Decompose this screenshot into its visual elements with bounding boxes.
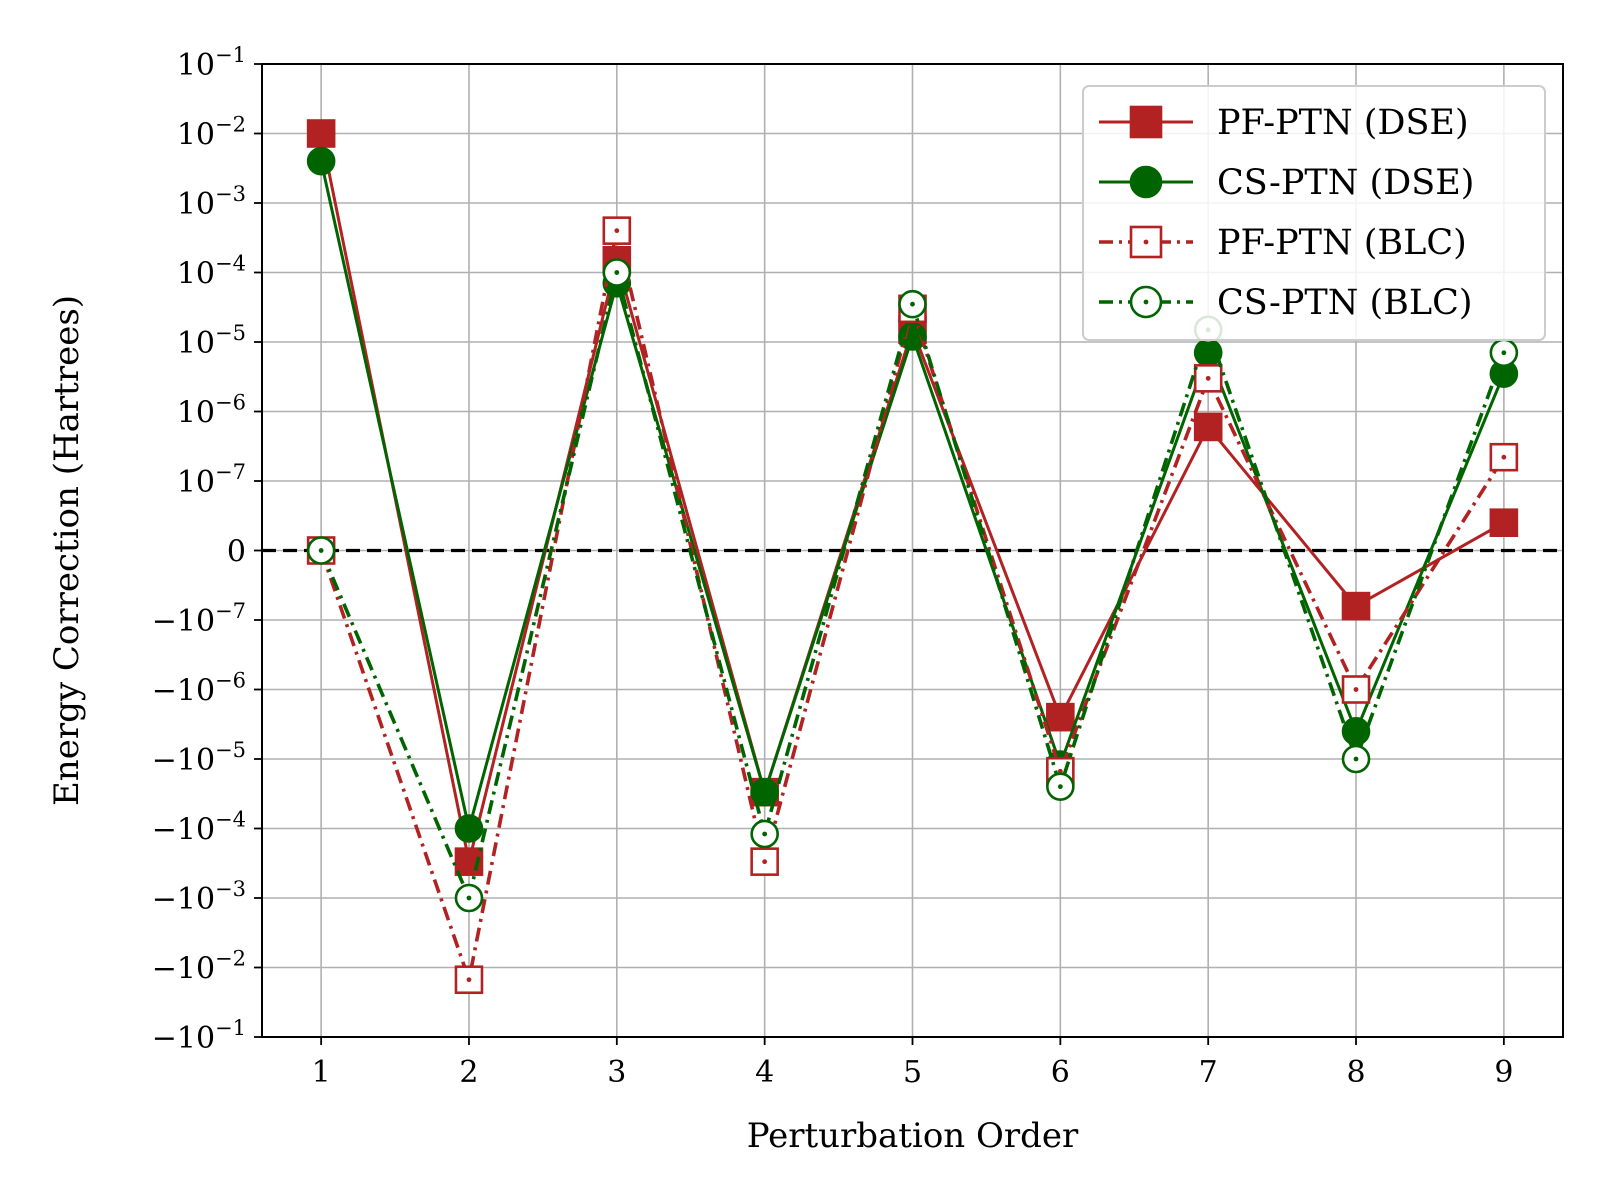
y-tick-label: −10−1: [152, 1016, 246, 1056]
legend-label: CS-PTN (BLC): [1217, 283, 1473, 323]
x-tick-label: 9: [1494, 1055, 1513, 1090]
y-tick-label: 10−1: [177, 43, 246, 83]
y-axis-label: Energy Correction (Hartrees): [47, 295, 87, 806]
y-axis-ticks: 10−1 10−2 10−3 10−4 10−5 10−6 10−7 0 −10−7 −10−6 −…: [152, 43, 262, 1056]
x-tick-label: 6: [1051, 1055, 1070, 1090]
legend-label: PF-PTN (BLC): [1217, 223, 1467, 263]
data-point-center-dot: [1143, 239, 1149, 245]
x-tick-label: 8: [1346, 1055, 1365, 1090]
data-point-marker: [454, 814, 484, 843]
legend-item: CS-PTN (BLC): [1099, 283, 1473, 323]
y-tick-label: −10−7: [152, 599, 246, 639]
data-point-center-dot: [1143, 299, 1149, 305]
data-point-center-dot: [1353, 687, 1359, 692]
data-point-center-dot: [1353, 756, 1359, 762]
data-point-marker: [1046, 702, 1075, 732]
data-point-marker: [306, 146, 336, 176]
y-tick-label: −10−3: [152, 877, 246, 917]
x-axis-label: Perturbation Order: [747, 1116, 1079, 1156]
y-tick-label: −10−5: [152, 738, 246, 778]
data-point-center-dot: [614, 270, 620, 275]
y-tick-label: 10−6: [177, 391, 246, 431]
data-point-marker: [1193, 364, 1223, 393]
y-tick-label: −10−2: [152, 947, 246, 987]
data-point-marker: [1341, 591, 1371, 621]
legend: PF-PTN (DSE) CS-PTN (DSE) PF-PTN (BLC) CS-P…: [1082, 85, 1546, 341]
y-tick-label: 10−7: [177, 460, 246, 500]
legend-box: [1082, 85, 1546, 341]
data-point-center-dot: [318, 548, 324, 553]
y-tick-label: 10−2: [177, 113, 246, 153]
x-tick-label: 2: [459, 1055, 478, 1090]
legend-label: PF-PTN (DSE): [1217, 103, 1469, 143]
x-tick-label: 4: [755, 1055, 774, 1090]
x-tick-label: 1: [312, 1055, 331, 1090]
data-point-center-dot: [762, 859, 768, 865]
legend-item: PF-PTN (DSE): [1099, 103, 1469, 143]
y-tick-label: 10−4: [177, 252, 246, 292]
data-point-center-dot: [466, 895, 472, 901]
data-point-marker: [306, 119, 336, 148]
data-point-center-dot: [1057, 784, 1063, 790]
data-point-center-dot: [762, 831, 768, 837]
y-tick-label: −10−6: [152, 669, 246, 709]
x-axis-ticks: 1 2 3 4 5 6 7 8 9: [312, 1037, 1513, 1090]
data-point-marker: [1489, 508, 1519, 538]
data-point-marker: [1193, 412, 1223, 442]
data-point-center-dot: [1205, 375, 1211, 381]
data-point-marker: [1129, 165, 1163, 199]
legend-item: CS-PTN (DSE): [1099, 163, 1474, 203]
data-point-center-dot: [1501, 454, 1507, 460]
y-tick-label: 10−5: [177, 321, 246, 361]
x-tick-label: 5: [903, 1055, 922, 1090]
y-tick-label: −10−4: [152, 808, 246, 848]
data-point-marker: [1129, 105, 1163, 139]
data-point-center-dot: [466, 977, 472, 983]
x-tick-label: 7: [1199, 1055, 1218, 1090]
y-tick-label: 10−3: [177, 182, 246, 222]
legend-item: PF-PTN (BLC): [1099, 223, 1467, 263]
data-point-center-dot: [1501, 350, 1507, 356]
y-tick-label: 0: [227, 535, 246, 570]
x-tick-label: 3: [607, 1055, 626, 1090]
data-point-center-dot: [910, 301, 915, 307]
legend-label: CS-PTN (DSE): [1217, 163, 1474, 203]
data-point-center-dot: [614, 228, 620, 234]
